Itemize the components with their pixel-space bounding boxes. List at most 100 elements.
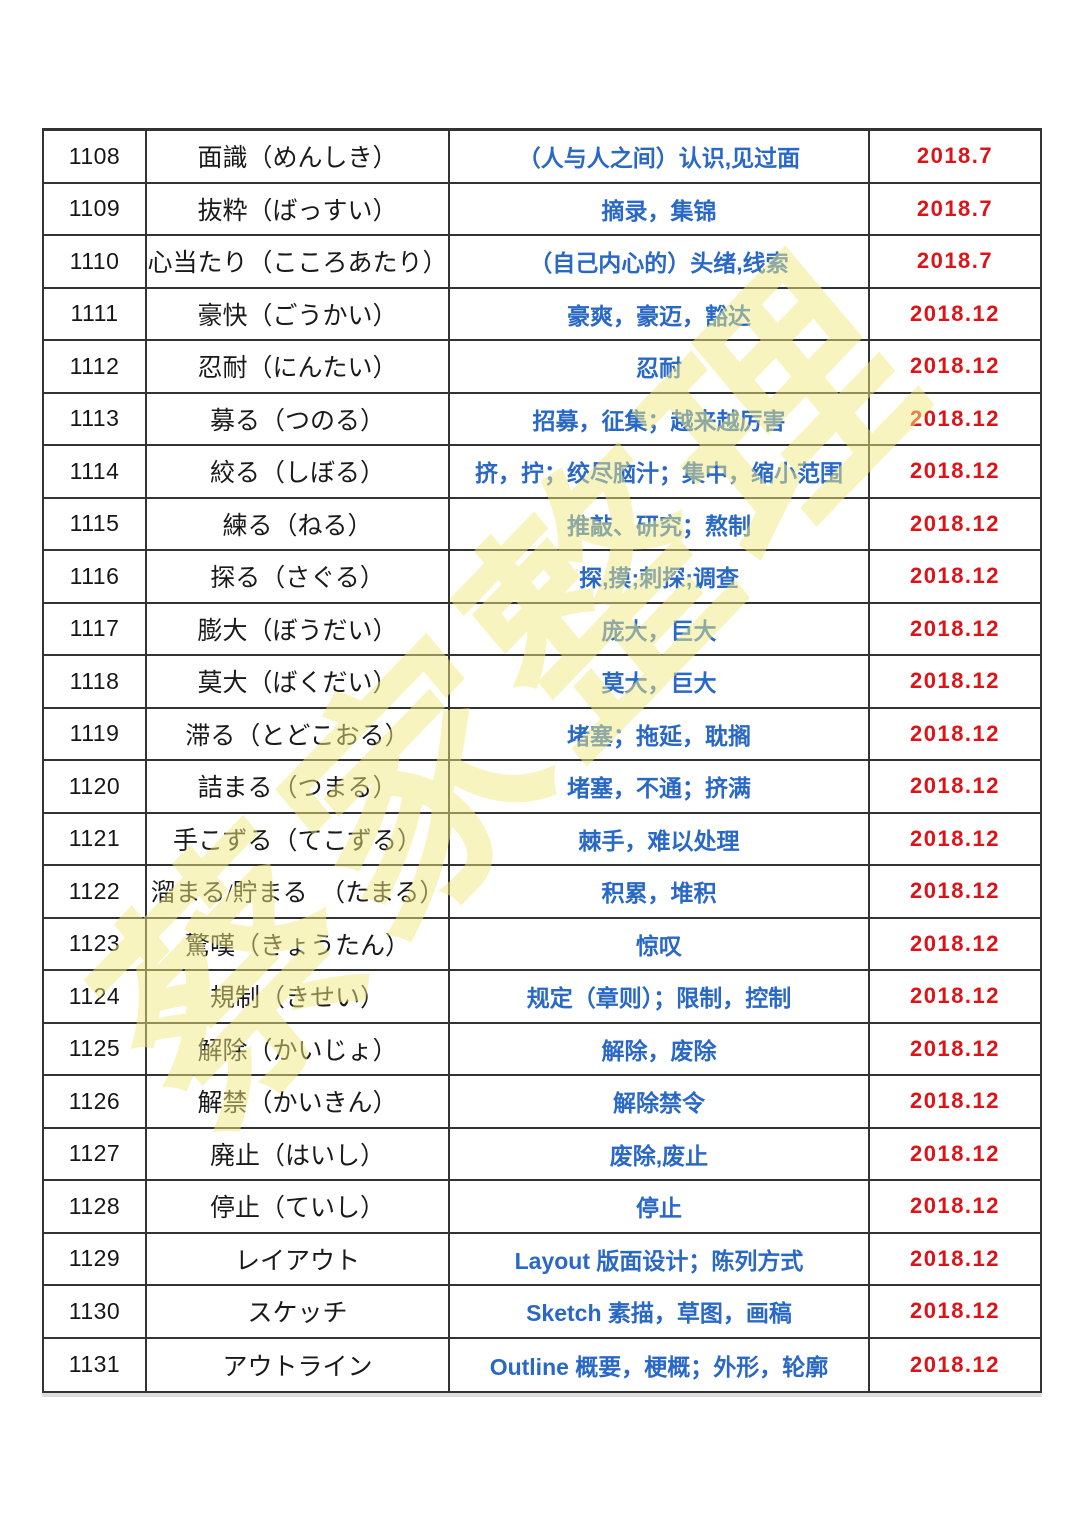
date-cell: 2018.12 xyxy=(909,1245,1001,1271)
meaning-cell: 废除,废止 xyxy=(450,1128,870,1179)
table-row: 1115 練る（ねる） 推敲、研究；熬制 2018.12 xyxy=(44,498,1040,551)
meaning-cell: 豪爽，豪迈，豁达 xyxy=(450,288,870,339)
date-cell: 2018.7 xyxy=(916,248,994,274)
meaning-cell: （自己内心的）头绪,线索 xyxy=(450,236,870,287)
date-cell: 2018.7 xyxy=(916,195,994,221)
japanese-word-cell: 溜まる/貯まる （たまる） xyxy=(147,866,450,917)
row-number-cell: 1122 xyxy=(44,866,147,917)
row-number-cell: 1119 xyxy=(44,708,147,759)
table-row: 1123 驚嘆（きょうたん） 惊叹 2018.12 xyxy=(44,918,1040,971)
meaning-cell: 招募，征集；越来越厉害 xyxy=(450,393,870,444)
meaning-cell: 推敲、研究；熬制 xyxy=(450,498,870,549)
table-row: 1122 溜まる/貯まる （たまる） 积累，堆积 2018.12 xyxy=(44,866,1040,919)
meaning-cell: 堵塞；拖延，耽搁 xyxy=(450,708,870,759)
meaning-cell: （人与人之间）认识,见过面 xyxy=(450,131,870,182)
japanese-word-cell: 詰まる（つまる） xyxy=(147,761,450,812)
row-number-cell: 1125 xyxy=(44,1023,147,1074)
date-cell: 2018.12 xyxy=(909,825,1001,851)
meaning-cell: 堵塞，不通；挤满 xyxy=(450,761,870,812)
row-number-cell: 1111 xyxy=(44,288,147,339)
table-row: 1129 レイアウト Layout 版面设计；陈列方式 2018.12 xyxy=(44,1233,1040,1286)
row-number-cell: 1113 xyxy=(44,393,147,444)
meaning-cell: 解除禁令 xyxy=(450,1076,870,1127)
japanese-word-cell: 驚嘆（きょうたん） xyxy=(147,918,450,969)
table-row: 1125 解除（かいじょ） 解除，废除 2018.12 xyxy=(44,1023,1040,1076)
meaning-cell: 忍耐 xyxy=(450,341,870,392)
table-row: 1117 膨大（ぼうだい） 庞大，巨大 2018.12 xyxy=(44,603,1040,656)
meaning-cell: 积累，堆积 xyxy=(450,866,870,917)
date-cell: 2018.12 xyxy=(909,930,1001,956)
table-row: 1118 莫大（ばくだい） 莫大，巨大 2018.12 xyxy=(44,656,1040,709)
date-cell: 2018.7 xyxy=(916,143,994,169)
row-number-cell: 1114 xyxy=(44,446,147,497)
table-row: 1112 忍耐（にんたい） 忍耐 2018.12 xyxy=(44,341,1040,394)
date-cell: 2018.12 xyxy=(909,668,1001,694)
table-row: 1127 廃止（はいし） 废除,废止 2018.12 xyxy=(44,1128,1040,1181)
table-row: 1124 規制（きせい） 规定（章则）；限制，控制 2018.12 xyxy=(44,971,1040,1024)
date-cell: 2018.12 xyxy=(909,1035,1001,1061)
date-cell: 2018.12 xyxy=(909,405,1001,431)
row-number-cell: 1128 xyxy=(44,1181,147,1232)
table-row: 1114 絞る（しぼる） 挤，拧；绞尽脑汁；集中，缩小范围 2018.12 xyxy=(44,446,1040,499)
date-cell: 2018.12 xyxy=(909,983,1001,1009)
japanese-word-cell: 心当たり（こころあたり） xyxy=(147,236,450,287)
japanese-word-cell: 豪快（ごうかい） xyxy=(147,288,450,339)
row-number-cell: 1126 xyxy=(44,1076,147,1127)
row-number-cell: 1118 xyxy=(44,656,147,707)
date-cell: 2018.12 xyxy=(909,458,1001,484)
japanese-word-cell: 探る（さぐる） xyxy=(147,551,450,602)
date-cell: 2018.12 xyxy=(909,878,1001,904)
date-cell: 2018.12 xyxy=(909,1298,1001,1324)
japanese-word-cell: 手こずる（てこずる） xyxy=(147,813,450,864)
row-number-cell: 1110 xyxy=(44,236,147,287)
date-cell: 2018.12 xyxy=(909,720,1001,746)
japanese-word-cell: 解禁（かいきん） xyxy=(147,1076,450,1127)
japanese-word-cell: アウトライン xyxy=(147,1338,450,1391)
date-cell: 2018.12 xyxy=(909,615,1001,641)
table-row: 1110 心当たり（こころあたり） （自己内心的）头绪,线索 2018.7 xyxy=(44,236,1040,289)
japanese-word-cell: 募る（つのる） xyxy=(147,393,450,444)
table-row: 1121 手こずる（てこずる） 棘手，难以处理 2018.12 xyxy=(44,813,1040,866)
japanese-word-cell: 規制（きせい） xyxy=(147,971,450,1022)
table-row: 1113 募る（つのる） 招募，征集；越来越厉害 2018.12 xyxy=(44,393,1040,446)
meaning-cell: 挤，拧；绞尽脑汁；集中，缩小范围 xyxy=(450,446,870,497)
row-number-cell: 1109 xyxy=(44,183,147,234)
meaning-cell: 莫大，巨大 xyxy=(450,656,870,707)
japanese-word-cell: 停止（ていし） xyxy=(147,1181,450,1232)
row-number-cell: 1130 xyxy=(44,1286,147,1337)
table-row: 1108 面識（めんしき） （人与人之间）认识,见过面 2018.7 xyxy=(44,131,1040,184)
meaning-cell: 棘手，难以处理 xyxy=(450,813,870,864)
date-cell: 2018.12 xyxy=(909,1140,1001,1166)
row-number-cell: 1120 xyxy=(44,761,147,812)
meaning-cell: 解除，废除 xyxy=(450,1023,870,1074)
row-number-cell: 1127 xyxy=(44,1128,147,1179)
row-number-cell: 1115 xyxy=(44,498,147,549)
table-row: 1131 アウトライン Outline 概要，梗概；外形，轮廓 2018.12 xyxy=(44,1338,1040,1391)
japanese-word-cell: 絞る（しぼる） xyxy=(147,446,450,497)
row-number-cell: 1116 xyxy=(44,551,147,602)
date-cell: 2018.12 xyxy=(909,300,1001,326)
row-number-cell: 1131 xyxy=(44,1338,147,1391)
japanese-word-cell: 抜粋（ばっすい） xyxy=(147,183,450,234)
row-number-cell: 1108 xyxy=(44,131,147,182)
meaning-cell: 探,摸;刺探;调查 xyxy=(450,551,870,602)
date-cell: 2018.12 xyxy=(909,1351,1001,1377)
row-number-cell: 1121 xyxy=(44,813,147,864)
row-number-cell: 1112 xyxy=(44,341,147,392)
meaning-cell: 规定（章则）；限制，控制 xyxy=(450,971,870,1022)
row-number-cell: 1117 xyxy=(44,603,147,654)
table-row: 1109 抜粋（ばっすい） 摘录，集锦 2018.7 xyxy=(44,183,1040,236)
table-row: 1128 停止（ていし） 停止 2018.12 xyxy=(44,1181,1040,1234)
table-row: 1111 豪快（ごうかい） 豪爽，豪迈，豁达 2018.12 xyxy=(44,288,1040,341)
meaning-cell: 停止 xyxy=(450,1181,870,1232)
table-row: 1130 スケッチ Sketch 素描，草图，画稿 2018.12 xyxy=(44,1286,1040,1339)
japanese-word-cell: 滞る（とどこおる） xyxy=(147,708,450,759)
date-cell: 2018.12 xyxy=(909,353,1001,379)
meaning-cell: 摘录，集锦 xyxy=(450,183,870,234)
row-number-cell: 1129 xyxy=(44,1233,147,1284)
date-cell: 2018.12 xyxy=(909,773,1001,799)
table-row: 1126 解禁（かいきん） 解除禁令 2018.12 xyxy=(44,1076,1040,1129)
meaning-cell: Outline 概要，梗概；外形，轮廓 xyxy=(450,1338,870,1391)
japanese-word-cell: レイアウト xyxy=(147,1233,450,1284)
